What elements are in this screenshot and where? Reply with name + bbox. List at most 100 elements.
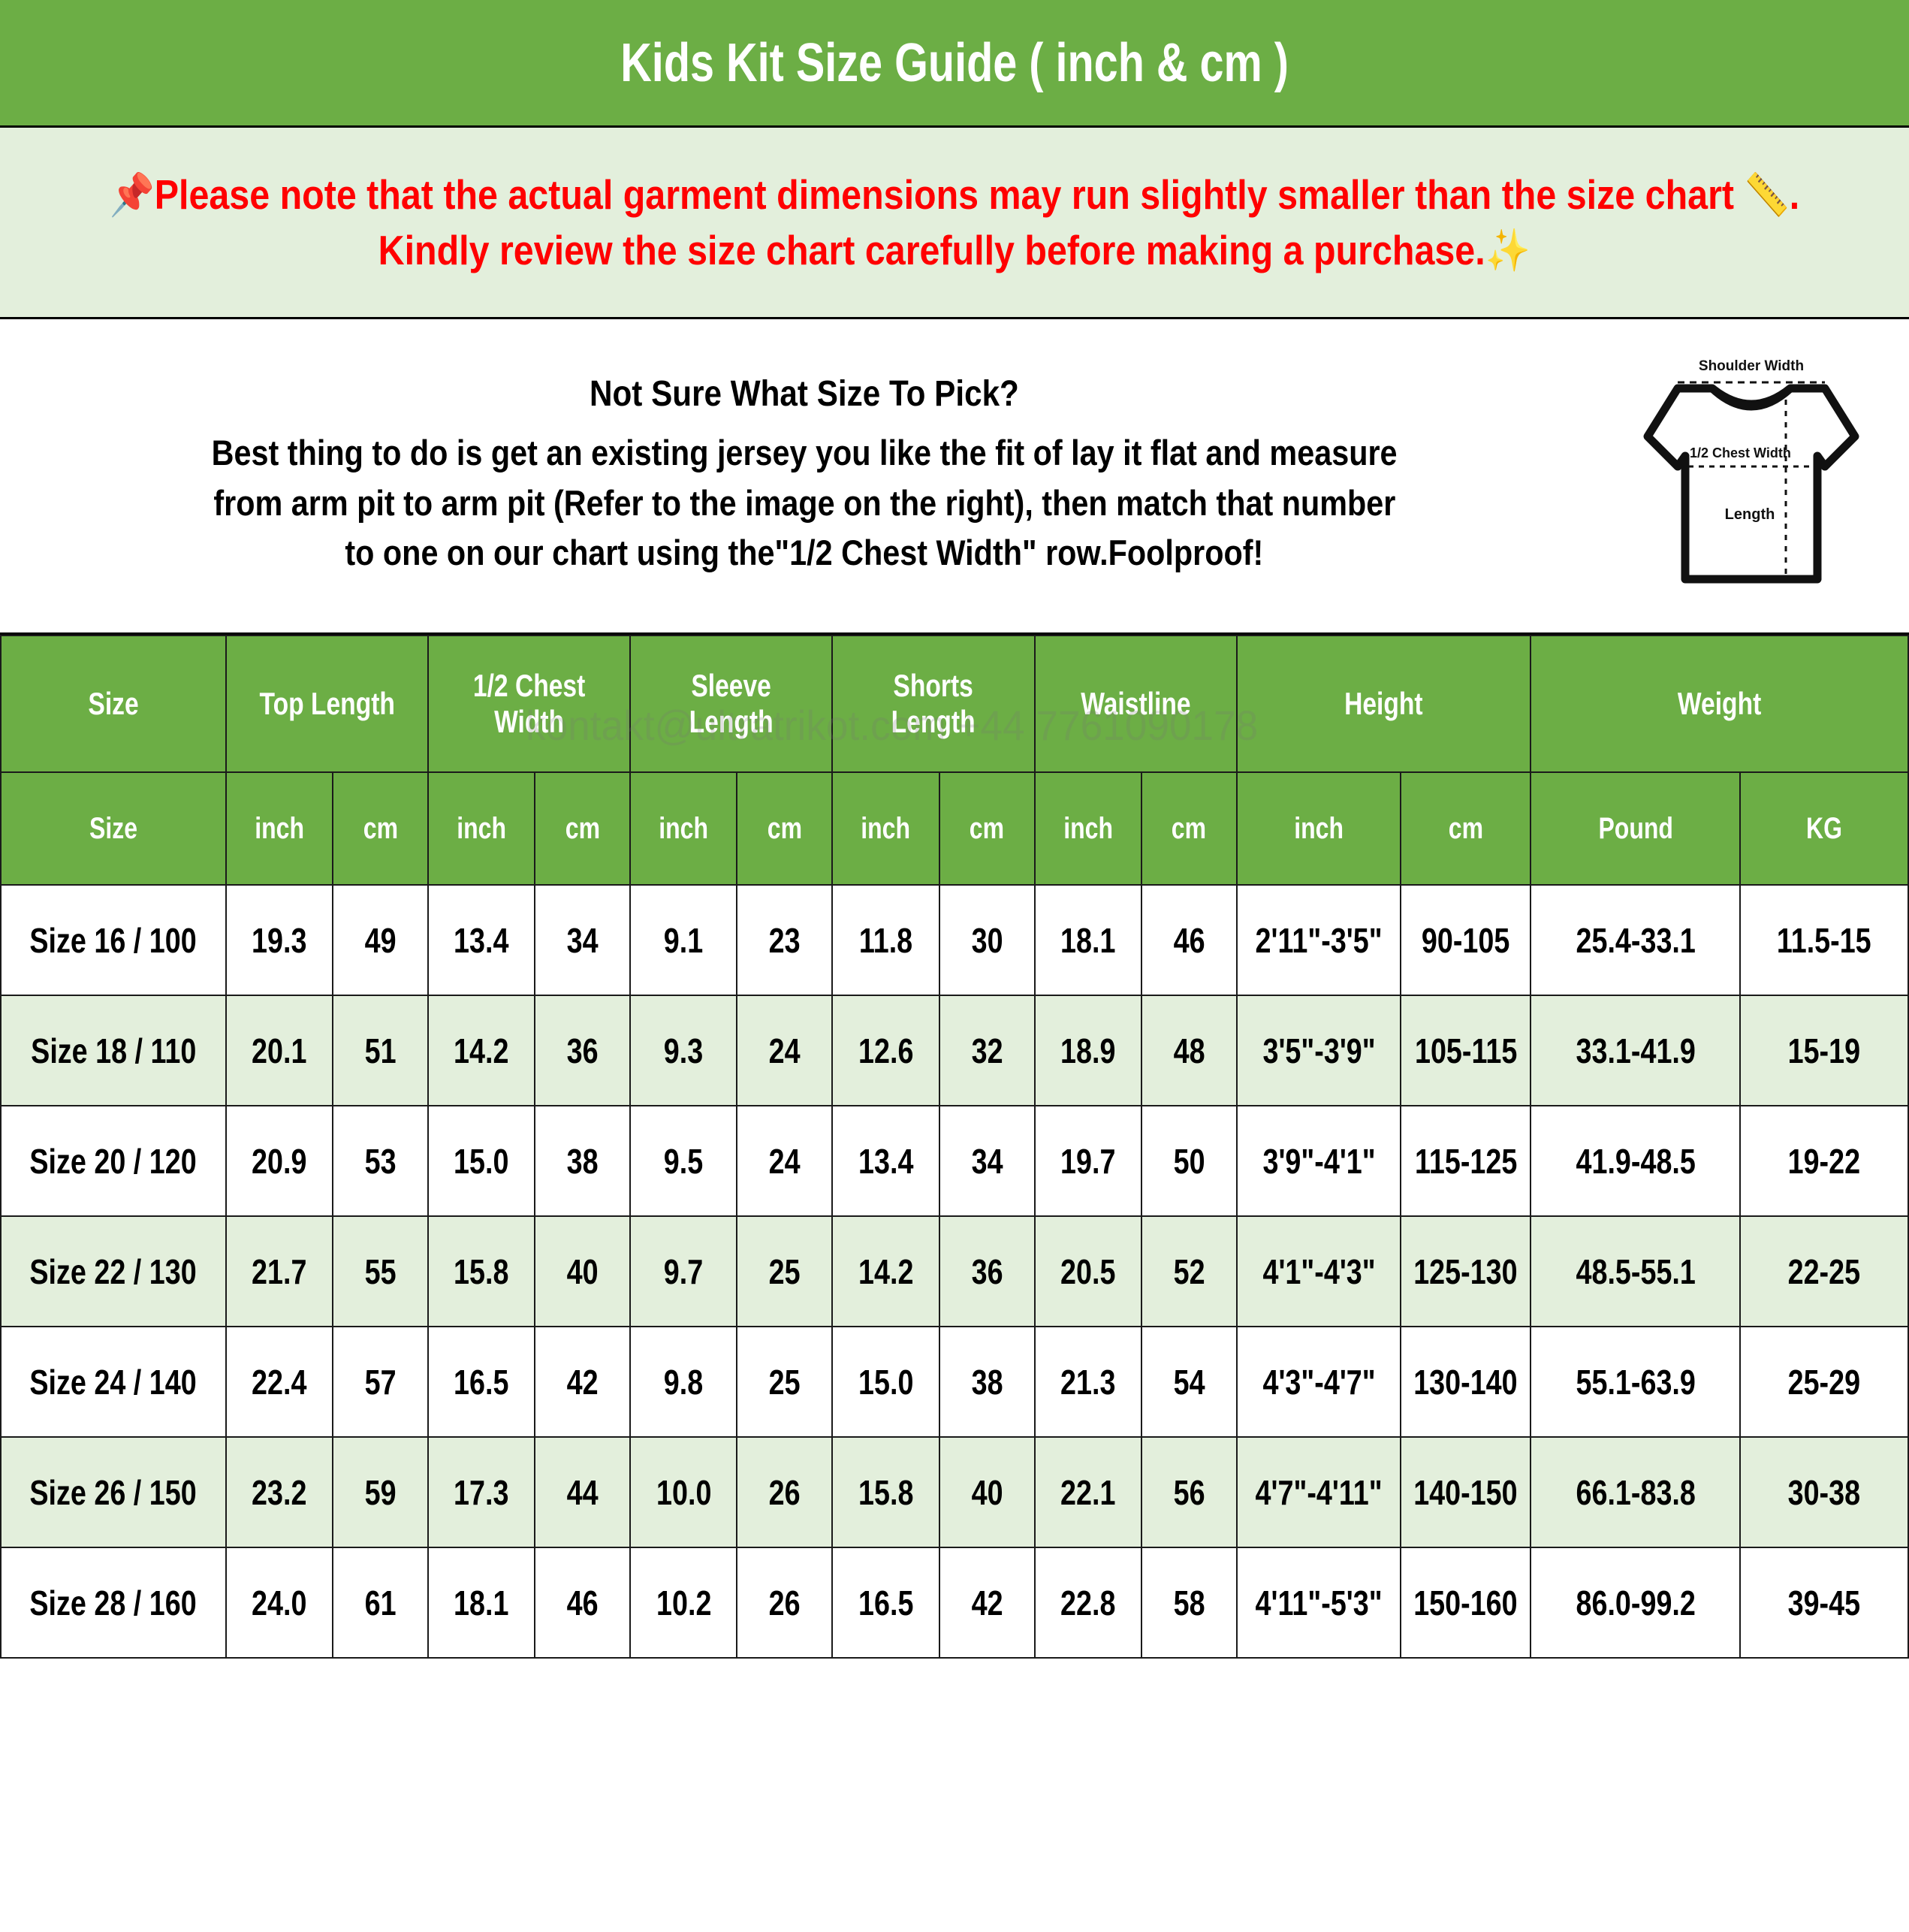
measurement-cell: 140-150 [1400, 1436, 1532, 1548]
measurement-cell: 86.0-99.2 [1530, 1547, 1742, 1659]
measurement-cell: 24 [736, 1105, 834, 1217]
measurement-cell: 34 [534, 884, 632, 996]
measurement-cell: 15.8 [427, 1215, 536, 1327]
measurement-cell: 30-38 [1739, 1436, 1909, 1548]
measurement-cell: 56 [1140, 1436, 1238, 1548]
size-label-cell: Size 22 / 130 [0, 1215, 227, 1327]
size-table-wrapper: Size Top Length 1/2 Chest Width Sleeve L… [0, 635, 1909, 1659]
measurement-cell: 4'3"-4'7" [1235, 1326, 1402, 1438]
measurement-cell: 11.8 [831, 884, 940, 996]
table-header: Size Top Length 1/2 Chest Width Sleeve L… [0, 635, 1909, 886]
size-label-cell: Size 20 / 120 [0, 1105, 227, 1217]
header-group-row: Size Top Length 1/2 Chest Width Sleeve L… [0, 635, 1909, 773]
table-row: Size 22 / 130 21.7 55 15.8 40 9.7 25 14.2 36 20.5… [0, 1215, 1909, 1327]
measurement-cell: 22-25 [1739, 1215, 1909, 1327]
title-banner: Kids Kit Size Guide ( inch & cm ) [0, 0, 1909, 128]
tshirt-outline [1643, 384, 1859, 583]
info-line-1: Best thing to do is get an existing jers… [211, 432, 1398, 472]
measurement-cell: 44 [534, 1436, 632, 1548]
measurement-cell: 18.9 [1033, 995, 1142, 1106]
measurement-cell: 52 [1140, 1215, 1238, 1327]
note-strip: 📌Please note that the actual garment dim… [0, 128, 1909, 319]
measurement-cell: 36 [534, 995, 632, 1106]
measurement-cell: 17.3 [427, 1436, 536, 1548]
measurement-cell: 49 [331, 884, 429, 996]
measurement-cell: 51 [331, 995, 429, 1106]
measurement-cell: 48 [1140, 995, 1238, 1106]
measurement-cell: 26 [736, 1547, 834, 1659]
measurement-cell: 15.8 [831, 1436, 940, 1548]
measurement-cell: 59 [331, 1436, 429, 1548]
measurement-cell: 33.1-41.9 [1530, 995, 1742, 1106]
measurement-cell: 19.7 [1033, 1105, 1142, 1217]
shoulder-width-label: Shoulder Width [1699, 358, 1804, 374]
measurement-cell: 9.8 [629, 1326, 738, 1438]
unit-cell: KG [1739, 771, 1909, 886]
unit-cell: inch [225, 771, 333, 886]
unit-cell: inch [1033, 771, 1142, 886]
table-row: Size 20 / 120 20.9 53 15.0 38 9.5 24 13.4 34 19.7… [0, 1105, 1909, 1217]
measurement-cell: 38 [534, 1105, 632, 1217]
size-label-cell: Size 26 / 150 [0, 1436, 227, 1548]
measurement-cell: 12.6 [831, 995, 940, 1106]
note-line-2: Kindly review the size chart carefully b… [378, 227, 1531, 273]
header-waistline: Waistline [1033, 635, 1238, 773]
table-body: Size 16 / 100 19.3 49 13.4 34 9.1 23 11.8 30 18.1… [0, 884, 1909, 1659]
info-heading: Not Sure What Size To Pick? [590, 373, 1019, 414]
measurement-cell: 26 [736, 1436, 834, 1548]
unit-cell: inch [831, 771, 940, 886]
measurement-cell: 11.5-15 [1739, 884, 1909, 996]
measurement-cell: 150-160 [1400, 1547, 1532, 1659]
measurement-cell: 58 [1140, 1547, 1238, 1659]
measurement-cell: 13.4 [831, 1105, 940, 1217]
measurement-cell: 115-125 [1400, 1105, 1532, 1217]
size-label-cell: Size 16 / 100 [0, 884, 227, 996]
measurement-cell: 21.3 [1033, 1326, 1142, 1438]
measurement-cell: 25-29 [1739, 1326, 1909, 1438]
chest-width-label: 1/2 Chest Width [1690, 445, 1791, 460]
info-text-column: Not Sure What Size To Pick? Best thing t… [0, 373, 1594, 578]
measurement-cell: 23.2 [225, 1436, 333, 1548]
table-row: Size 24 / 140 22.4 57 16.5 42 9.8 25 15.0 38 21.3… [0, 1326, 1909, 1438]
measurement-cell: 42 [534, 1326, 632, 1438]
tshirt-icon: Shoulder Width 1/2 Chest Width Length [1643, 358, 1859, 583]
measurement-cell: 9.7 [629, 1215, 738, 1327]
measurement-cell: 4'7"-4'11" [1235, 1436, 1402, 1548]
header-sleeve-length: Sleeve Length [629, 635, 834, 773]
size-label-cell: Size 18 / 110 [0, 995, 227, 1106]
measurement-cell: 32 [938, 995, 1036, 1106]
size-label-cell: Size 28 / 160 [0, 1547, 227, 1659]
measurement-cell: 19.3 [225, 884, 333, 996]
header-weight: Weight [1530, 635, 1909, 773]
measurement-cell: 25 [736, 1326, 834, 1438]
measurement-cell: 38 [938, 1326, 1036, 1438]
measurement-cell: 57 [331, 1326, 429, 1438]
measurement-cell: 10.0 [629, 1436, 738, 1548]
measurement-cell: 25.4-33.1 [1530, 884, 1742, 996]
header-height: Height [1235, 635, 1532, 773]
measurement-cell: 48.5-55.1 [1530, 1215, 1742, 1327]
measurement-cell: 50 [1140, 1105, 1238, 1217]
measurement-cell: 15-19 [1739, 995, 1909, 1106]
measurement-cell: 55 [331, 1215, 429, 1327]
measurement-cell: 23 [736, 884, 834, 996]
measurement-cell: 9.1 [629, 884, 738, 996]
info-line-3: to one on our chart using the"1/2 Chest … [345, 533, 1264, 573]
size-table: Size Top Length 1/2 Chest Width Sleeve L… [0, 635, 1909, 1659]
unit-cell: cm [534, 771, 632, 886]
page-title: Kids Kit Size Guide ( inch & cm ) [620, 32, 1289, 93]
unit-cell: cm [1140, 771, 1238, 886]
length-label: Length [1725, 506, 1775, 523]
measurement-cell: 36 [938, 1215, 1036, 1327]
table-row: Size 18 / 110 20.1 51 14.2 36 9.3 24 12.6 32 18.9… [0, 995, 1909, 1106]
measurement-cell: 30 [938, 884, 1036, 996]
measurement-cell: 16.5 [831, 1547, 940, 1659]
measurement-cell: 54 [1140, 1326, 1238, 1438]
measurement-cell: 24.0 [225, 1547, 333, 1659]
measurement-cell: 46 [1140, 884, 1238, 996]
measurement-cell: 14.2 [427, 995, 536, 1106]
measurement-cell: 61 [331, 1547, 429, 1659]
unit-cell: cm [736, 771, 834, 886]
measurement-cell: 34 [938, 1105, 1036, 1217]
unit-cell: Pound [1530, 771, 1742, 886]
